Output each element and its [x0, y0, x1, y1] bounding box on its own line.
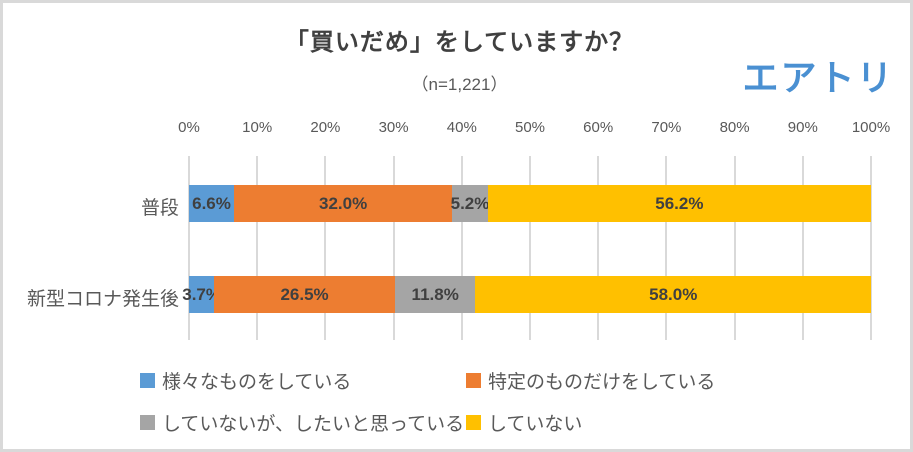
airtrip-logo: エアトリ — [742, 57, 895, 98]
gridline — [870, 156, 872, 340]
x-axis-tick-label: 100% — [851, 119, 891, 136]
bar-segment: 56.2% — [487, 185, 871, 222]
gridline — [256, 156, 259, 340]
legend-item: していない — [466, 409, 582, 436]
x-axis-tick-label: 60% — [583, 119, 614, 136]
x-axis-tick-label: 80% — [719, 119, 750, 136]
bar-value-label: 11.8% — [411, 284, 459, 304]
category-label: 普段 — [140, 198, 179, 219]
legend-item: していないが、したいと思っている — [140, 409, 464, 436]
bar-segment: 6.6% — [189, 185, 234, 222]
gridline — [392, 156, 395, 340]
bar-segment: 26.5% — [214, 276, 395, 313]
gridline — [733, 156, 736, 340]
legend-swatch-icon — [466, 415, 481, 430]
gridline — [324, 156, 327, 340]
bar-segment: 11.8% — [394, 276, 476, 313]
bar-segment: 58.0% — [475, 276, 871, 313]
gridline — [597, 156, 600, 340]
legend-item: 特定のものだけをしている — [466, 367, 715, 394]
bar-segment: 5.2% — [450, 185, 490, 222]
legend-swatch-icon — [140, 415, 155, 430]
legend-swatch-icon — [140, 373, 155, 388]
bar-value-label: 6.6% — [192, 193, 231, 213]
bar-segment: 32.0% — [234, 185, 453, 222]
bar-value-label: 3.7% — [182, 284, 221, 304]
bar-value-label: 26.5% — [280, 284, 329, 304]
x-axis-tick-label: 90% — [787, 119, 818, 136]
legend-label: していない — [488, 414, 583, 435]
x-axis-tick-label: 70% — [651, 119, 682, 136]
category-label: 新型コロナ発生後 — [26, 289, 179, 310]
gridline — [188, 156, 190, 340]
gridline — [801, 156, 804, 340]
x-axis-tick-label: 10% — [242, 119, 273, 136]
bar-segment: 3.7% — [182, 276, 221, 313]
x-axis-tick-label: 0% — [178, 119, 200, 136]
bar-value-label: 32.0% — [319, 193, 368, 213]
bar-value-label: 56.2% — [655, 193, 704, 213]
chart-subtitle: （n=1,221） — [411, 75, 508, 94]
bar-value-label: 58.0% — [649, 284, 698, 304]
gridline — [529, 156, 531, 340]
chart-title: 「買いだめ」をしていますか？ — [284, 29, 635, 56]
legend-label: 様々なものをしている — [162, 372, 352, 393]
gridline — [460, 156, 463, 340]
x-axis-tick-label: 50% — [514, 119, 546, 136]
x-axis-tick-label: 20% — [310, 119, 341, 136]
x-axis-tick-label: 30% — [378, 119, 409, 136]
legend-label: 特定のものだけをしている — [488, 372, 716, 393]
gridline — [665, 156, 668, 340]
legend-label: していないが、したいと思っている — [162, 414, 465, 435]
bar-value-label: 5.2% — [450, 193, 490, 213]
legend-item: 様々なものをしている — [140, 367, 351, 394]
legend-swatch-icon — [466, 373, 481, 388]
x-axis-tick-label: 40% — [446, 119, 477, 136]
